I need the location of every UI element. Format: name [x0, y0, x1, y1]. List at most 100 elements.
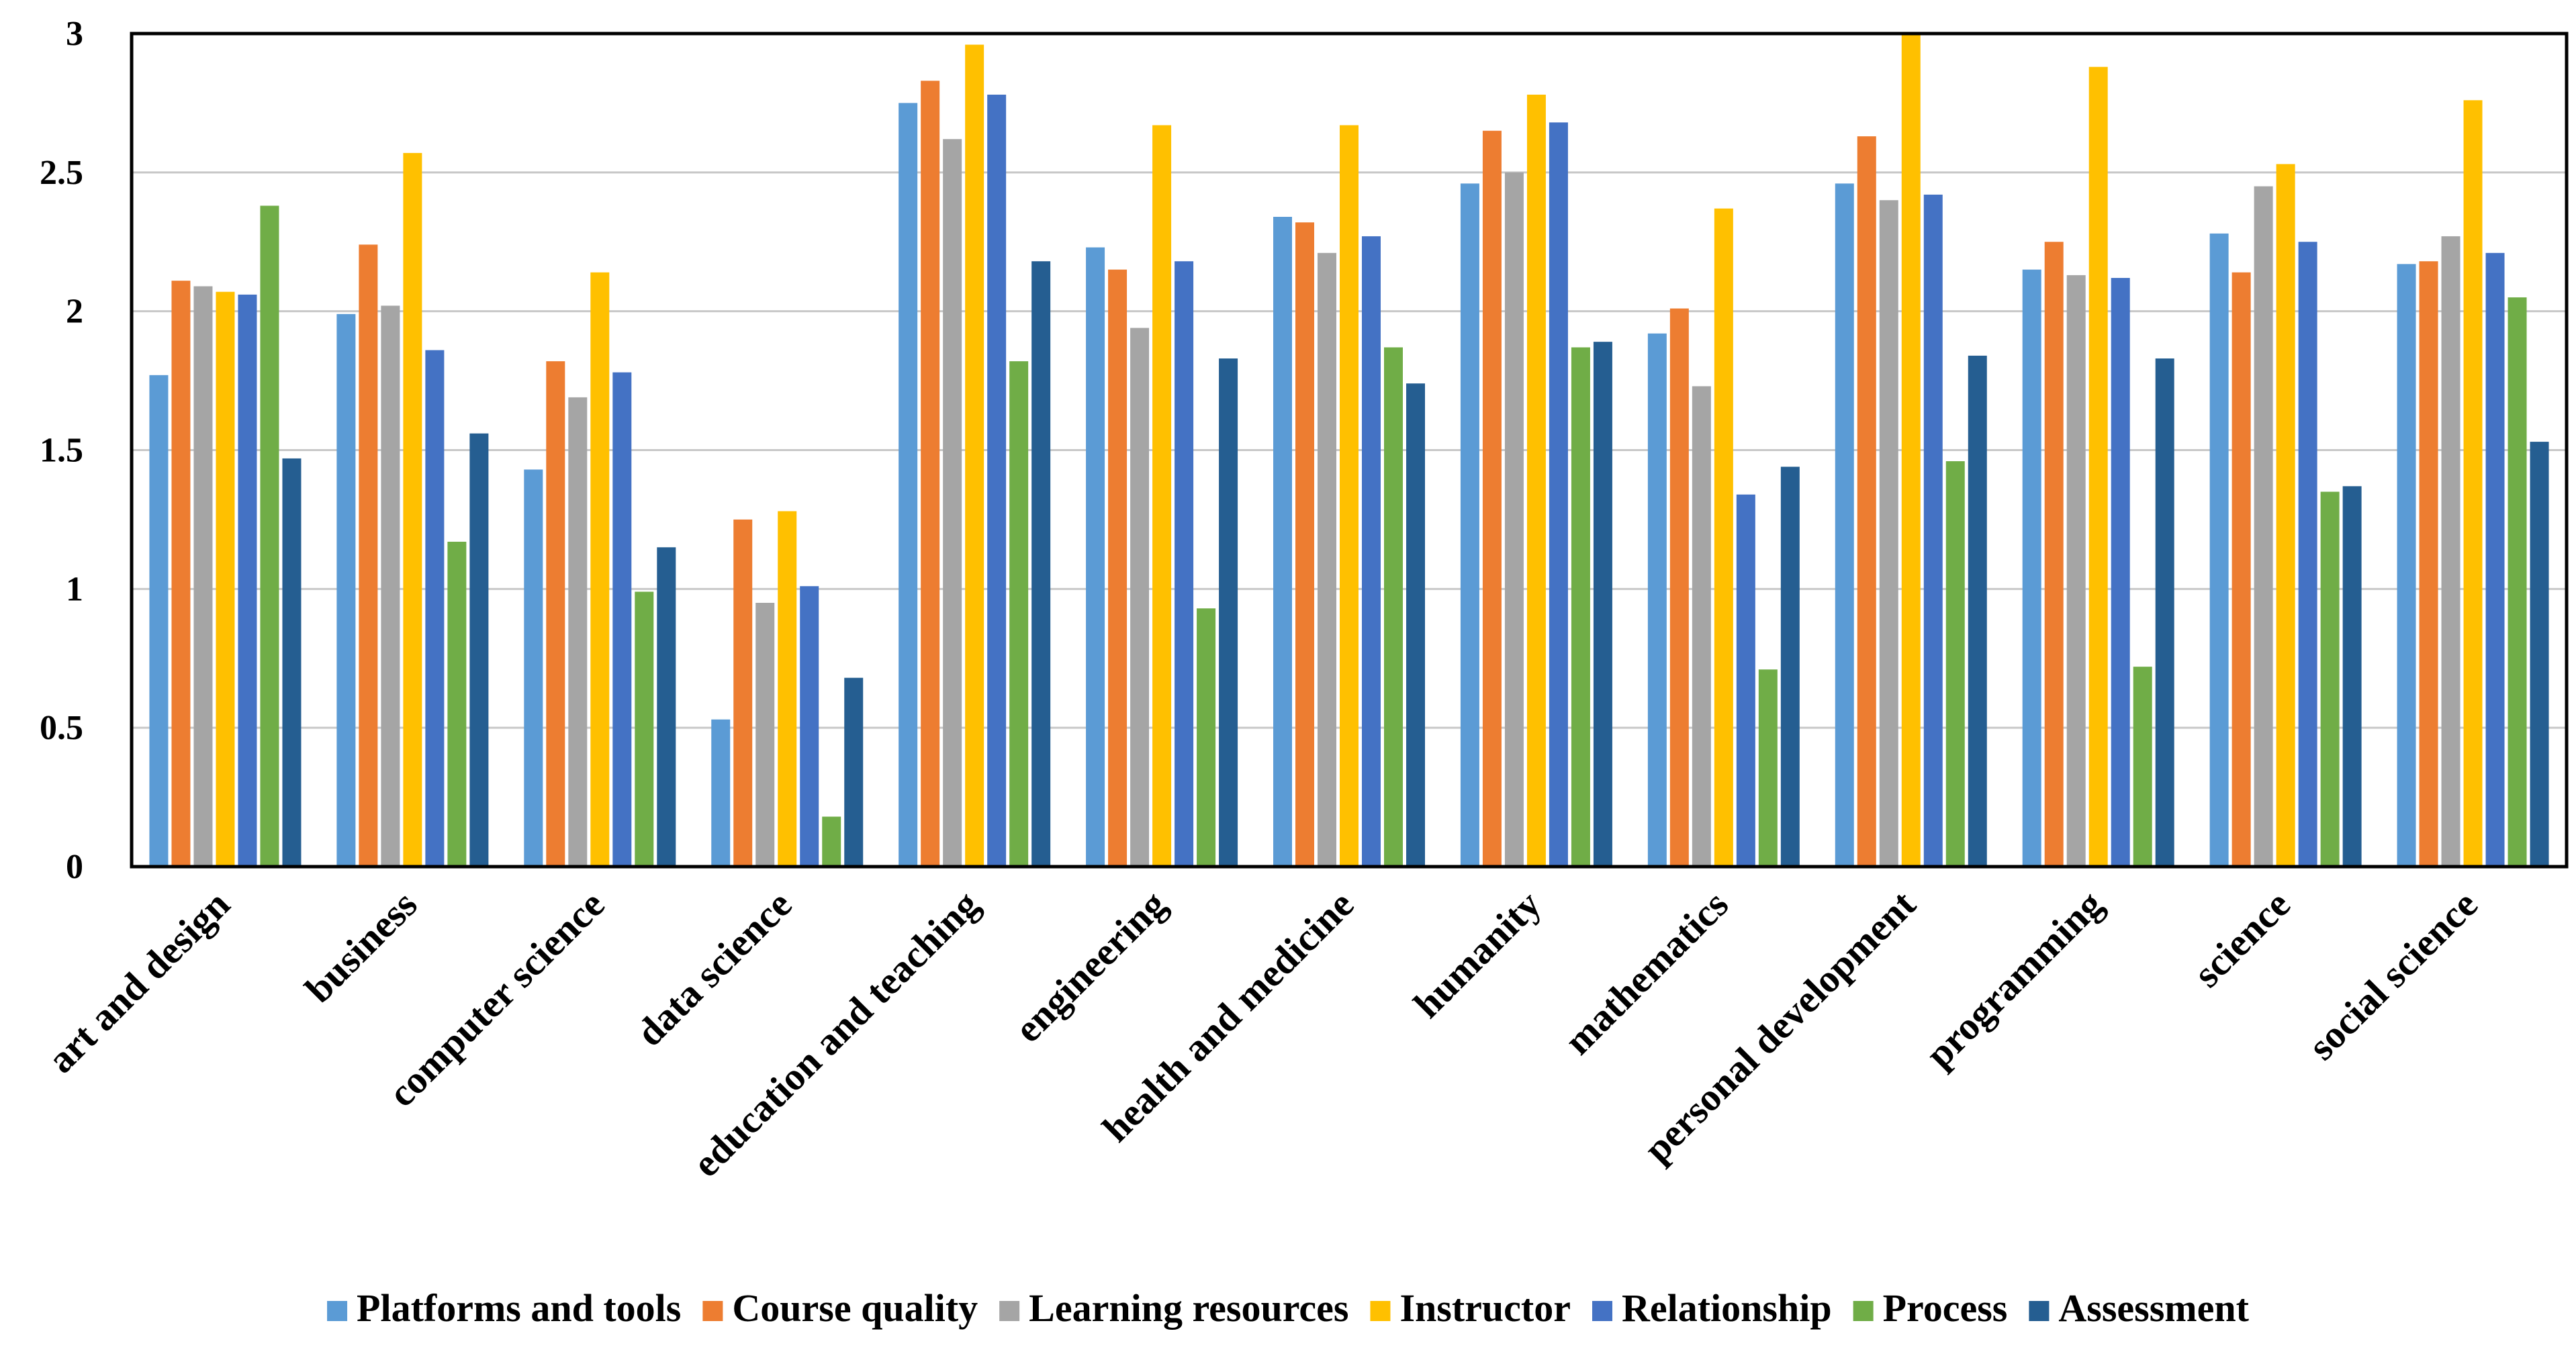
- x-category-label: mathematics: [1556, 882, 1737, 1063]
- x-category-label: business: [297, 882, 426, 1011]
- bar: [2155, 358, 2174, 867]
- bar: [1736, 494, 1755, 867]
- bar: [755, 603, 775, 867]
- bar: [778, 511, 797, 867]
- legend-item: Course quality: [702, 1286, 978, 1330]
- bar: [546, 361, 565, 867]
- bar: [2111, 278, 2130, 867]
- bar: [2209, 233, 2229, 867]
- bar: [1758, 669, 1778, 867]
- bar: [2066, 275, 2086, 867]
- bar: [469, 433, 489, 867]
- y-tick-label: 2.5: [40, 154, 83, 192]
- legend-label: Learning resources: [1029, 1286, 1348, 1330]
- legend-item: Instructor: [1370, 1286, 1571, 1330]
- bar: [1362, 236, 1381, 867]
- bar: [987, 95, 1007, 867]
- bar: [1318, 252, 1336, 867]
- bar: [2022, 269, 2041, 867]
- bar: [336, 313, 356, 867]
- bar: [359, 244, 378, 867]
- legend-item: Assessment: [2029, 1286, 2250, 1330]
- bar-layer: [149, 34, 2549, 867]
- bar: [1835, 183, 1854, 867]
- bar: [447, 542, 467, 867]
- legend-swatch: [999, 1301, 1020, 1321]
- bar: [282, 458, 302, 867]
- legend-swatch: [1592, 1301, 1612, 1321]
- x-category-label: programming: [1917, 882, 2111, 1076]
- bar: [2485, 252, 2505, 867]
- y-tick-label: 2: [66, 293, 83, 331]
- legend-item: Relationship: [1592, 1286, 1832, 1330]
- bar: [260, 205, 279, 867]
- legend-swatch: [327, 1301, 348, 1321]
- legend-swatch: [702, 1301, 723, 1321]
- plot-frame: [130, 32, 2569, 869]
- bar: [1295, 222, 1314, 867]
- bar: [216, 291, 235, 867]
- bar: [2463, 100, 2483, 867]
- bar: [899, 103, 918, 867]
- bar: [2441, 236, 2460, 867]
- bar: [1923, 194, 1943, 867]
- bar: [1482, 130, 1502, 867]
- bar: [2508, 297, 2527, 867]
- legend-label: Process: [1883, 1286, 2008, 1330]
- bar: [1647, 333, 1667, 867]
- bar: [1460, 183, 1479, 867]
- bar: [2232, 272, 2251, 867]
- bar: [2298, 242, 2317, 867]
- y-tick-label: 0: [66, 848, 83, 886]
- y-tick-label: 1.5: [40, 432, 83, 470]
- bar: [1175, 261, 1194, 867]
- x-category-label: science: [2185, 882, 2299, 996]
- legend-label: Instructor: [1399, 1286, 1571, 1330]
- bar: [1406, 383, 1425, 867]
- bar: [1857, 136, 1876, 867]
- bar: [1526, 95, 1546, 867]
- bar: [524, 469, 543, 867]
- x-category-label: data science: [628, 882, 800, 1055]
- legend: Platforms and tools Course quality Learnin…: [327, 1286, 2250, 1330]
- bar: [1692, 386, 1711, 867]
- bar: [822, 816, 841, 867]
- bar: [635, 591, 654, 867]
- bar: [1780, 467, 1800, 867]
- legend-swatch: [1853, 1301, 1874, 1321]
- bar: [2254, 186, 2273, 867]
- bar: [1669, 308, 1689, 867]
- bar: [1968, 355, 1987, 867]
- bar: [590, 272, 610, 867]
- legend-swatch: [2029, 1301, 2050, 1321]
- bar: [1086, 247, 1105, 867]
- x-category-label: humanity: [1405, 882, 1549, 1026]
- bar: [733, 519, 753, 867]
- bar: [149, 375, 169, 867]
- bar: [1108, 269, 1128, 867]
- bar: [943, 139, 962, 867]
- bar: [2320, 491, 2340, 867]
- bar: [193, 286, 213, 867]
- bar: [711, 719, 731, 867]
- legend-item: Platforms and tools: [327, 1286, 681, 1330]
- y-tick-labels: 0 0.5 1 1.5 2 2.5 3: [40, 15, 83, 886]
- bar: [657, 547, 676, 867]
- bar: [1879, 200, 1898, 867]
- bar: [381, 305, 400, 867]
- bar: [1219, 358, 1238, 867]
- bar: [1273, 217, 1292, 867]
- bar: [1714, 208, 1733, 867]
- bar: [568, 397, 588, 867]
- legend-item: Process: [1853, 1286, 2008, 1330]
- y-tick-label: 3: [66, 15, 83, 53]
- bar: [2419, 261, 2438, 867]
- bar: [1549, 122, 1568, 867]
- bar: [800, 586, 819, 867]
- axis-layer: [130, 32, 2569, 869]
- bar: [1130, 328, 1150, 867]
- x-category-label: social science: [2300, 882, 2486, 1068]
- bar: [1152, 125, 1172, 867]
